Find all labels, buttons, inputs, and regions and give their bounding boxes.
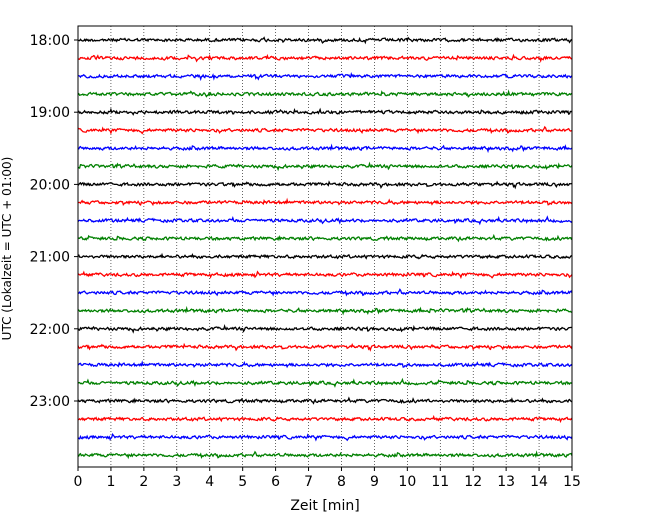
- y-tick-label: 21:00: [30, 250, 70, 266]
- trace-2200: [77, 323, 573, 334]
- trace-2300: [77, 396, 573, 405]
- trace-2215: [77, 342, 573, 352]
- seismic-traces: [77, 36, 573, 460]
- x-tick-label: 1: [106, 474, 115, 490]
- trace-2315: [77, 414, 573, 424]
- trace-2230: [77, 360, 573, 369]
- y-axis-label: UTC (Lokalzeit = UTC + 01:00): [0, 157, 14, 341]
- x-axis-ticks: 0 1 2 3 4 5 6 7 8 9 10 11 12 13 14 15: [74, 467, 581, 490]
- y-tick-label: 18:00: [30, 33, 70, 49]
- x-tick-label: 8: [337, 474, 346, 490]
- x-tick-label: 12: [464, 474, 482, 490]
- x-tick-label: 11: [431, 474, 449, 490]
- y-axis-ticks: 18:00 19:00 20:00 21:00 22:00 23:00: [30, 33, 78, 410]
- trace-2045: [77, 233, 573, 243]
- trace-1815: [77, 53, 573, 63]
- x-tick-label: 5: [238, 474, 247, 490]
- x-tick-label: 9: [370, 474, 379, 490]
- trace-1845: [77, 89, 573, 98]
- trace-1930: [77, 143, 573, 154]
- trace-2030: [77, 215, 573, 226]
- trace-2000: [77, 180, 573, 190]
- x-tick-label: 6: [271, 474, 280, 490]
- trace-2100: [77, 252, 572, 260]
- y-tick-label: 19:00: [30, 105, 70, 121]
- trace-2330: [77, 432, 573, 442]
- y-tick-label: 22:00: [30, 322, 70, 338]
- x-tick-label: 13: [497, 474, 515, 490]
- x-tick-label: 2: [139, 474, 148, 490]
- y-tick-label: 20:00: [30, 177, 70, 193]
- x-tick-label: 0: [74, 474, 83, 490]
- x-tick-label: 3: [172, 474, 181, 490]
- trace-2245: [77, 377, 573, 388]
- trace-1800: [77, 36, 573, 45]
- trace-1915: [77, 125, 573, 135]
- x-tick-label: 15: [563, 474, 581, 490]
- trace-2345: [77, 450, 573, 460]
- y-tick-label: 23:00: [30, 394, 70, 410]
- trace-2115: [77, 270, 573, 280]
- x-tick-label: 10: [398, 474, 416, 490]
- plot-frame: [77, 25, 573, 468]
- trace-2130: [77, 288, 573, 297]
- x-axis-label: Zeit [min]: [290, 498, 359, 514]
- trace-2145: [77, 305, 573, 316]
- x-tick-label: 4: [205, 474, 214, 490]
- x-tick-label: 14: [530, 474, 548, 490]
- x-tick-label: 7: [304, 474, 313, 490]
- trace-2015: [77, 197, 573, 207]
- trace-1900: [77, 107, 573, 116]
- trace-1830: [77, 71, 573, 82]
- trace-1945: [77, 161, 573, 172]
